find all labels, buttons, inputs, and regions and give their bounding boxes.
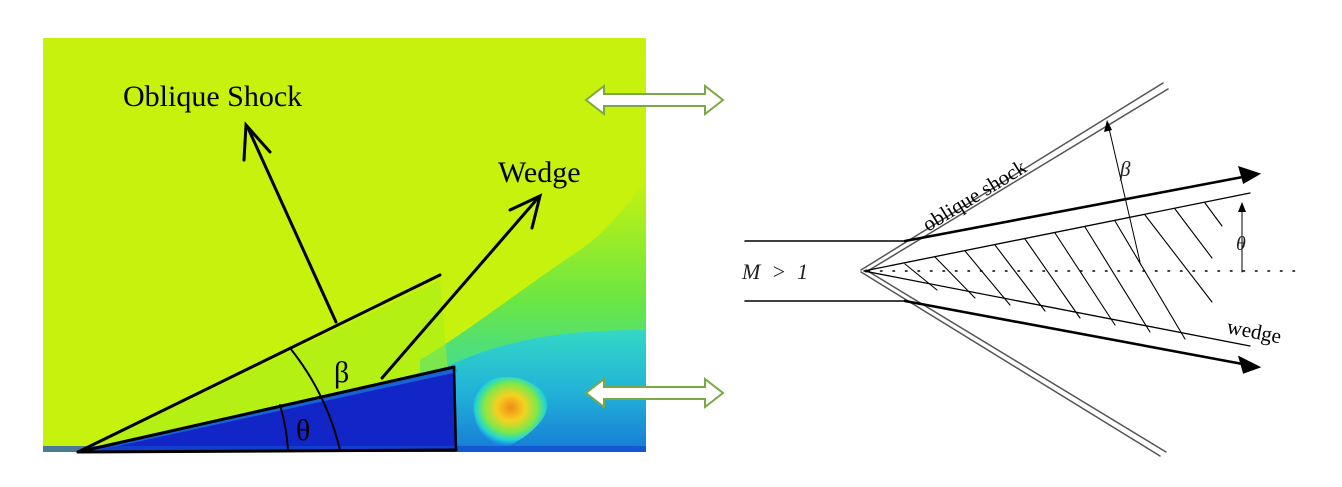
mach-label: M > 1 <box>741 259 808 284</box>
wedge-arrowhead <box>508 193 543 230</box>
theta-arc <box>279 404 289 451</box>
oblique-shock-arrowhead <box>242 121 272 162</box>
wedge-label: Wedge <box>498 156 581 189</box>
wedge-bottom-line <box>76 448 458 454</box>
schematic-oblique-shock-label: oblique shock <box>918 154 1031 236</box>
theta-marker-head <box>1238 202 1246 212</box>
cfd-annotations <box>76 121 543 454</box>
oblique-shock-pointer <box>246 126 338 324</box>
shock-line <box>76 273 442 454</box>
wedge-base-line <box>452 365 458 452</box>
schematic-beta-label: β <box>1119 157 1131 181</box>
deflected-streamline-upper <box>903 165 1262 243</box>
beta-pointer <box>1107 123 1141 263</box>
schematic-panel <box>744 82 1301 457</box>
beta-pointer-head <box>1104 120 1112 132</box>
schematic-theta-label: θ <box>1236 233 1246 255</box>
wedge-pointer <box>380 196 540 380</box>
beta-arc <box>289 347 341 451</box>
beta-label: β <box>334 356 349 389</box>
wedge-hatching <box>904 202 1223 340</box>
deflected-streamline-lower <box>903 299 1262 374</box>
wake-hot-spot <box>473 376 548 446</box>
double-arrow-icon <box>584 83 725 117</box>
double-arrow-icon <box>584 376 725 410</box>
wedge-surface-line <box>76 365 456 454</box>
theta-label: θ <box>296 414 310 447</box>
oblique-shock-lower <box>860 269 1167 457</box>
cfd-panel <box>43 38 646 452</box>
floor-band <box>43 446 646 452</box>
oblique-shock-label: Oblique Shock <box>123 80 302 113</box>
